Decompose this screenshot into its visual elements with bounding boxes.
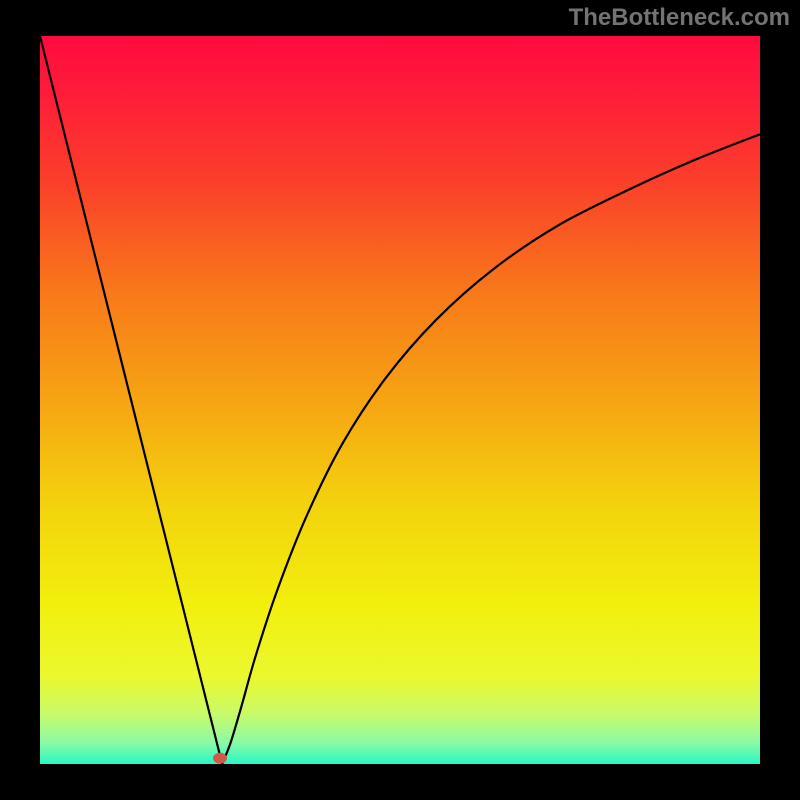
curve-layer [40, 36, 760, 764]
bottleneck-curve [40, 36, 760, 764]
chart-container: TheBottleneck.com [0, 0, 800, 800]
minimum-marker [213, 753, 227, 764]
watermark-text: TheBottleneck.com [569, 4, 790, 32]
plot-area [40, 36, 760, 764]
